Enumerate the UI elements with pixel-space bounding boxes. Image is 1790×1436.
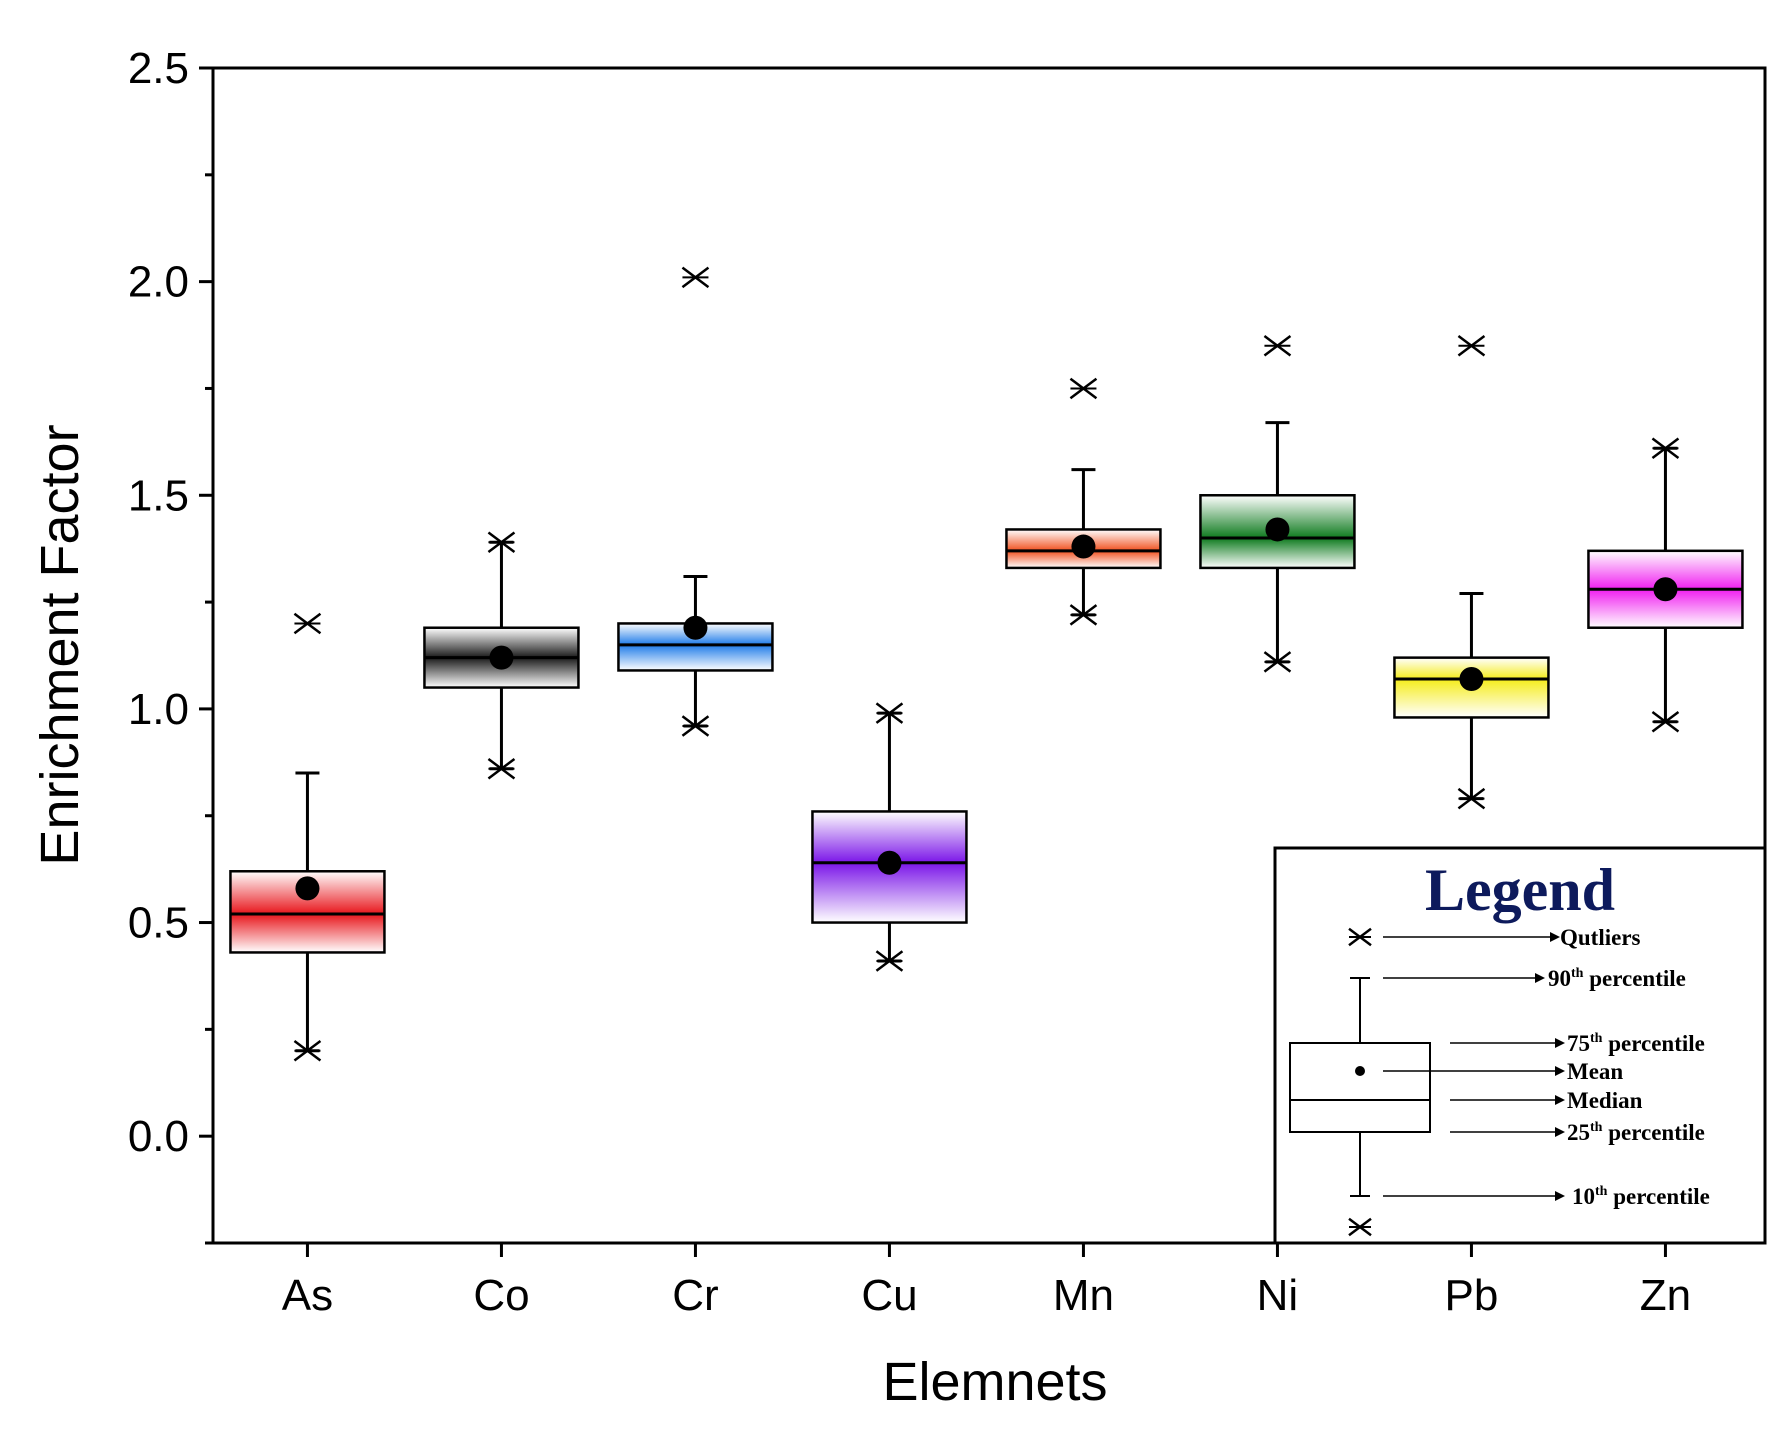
legend-arrow-head (1555, 1038, 1565, 1048)
max-marker (487, 531, 516, 554)
legend-box (1289, 1042, 1431, 1133)
x-axis: As Co Cr Cu Mn Ni Pb Zn (282, 1243, 1691, 1320)
min-marker (681, 715, 710, 737)
box-cr (617, 266, 774, 737)
x-tick-label: Pb (1445, 1271, 1499, 1320)
y-tick-label: 2.0 (128, 258, 189, 307)
y-axis: 0.0 0.5 1.0 1.5 2.0 2.5 (128, 44, 213, 1245)
x-tick-label: Ni (1257, 1271, 1299, 1320)
legend-label-p90: 90th percentile (1548, 966, 1686, 991)
box-zn (1587, 437, 1744, 733)
plot-frame (211, 66, 1767, 1245)
legend-arrow-head (1535, 973, 1545, 983)
box-series (229, 266, 1744, 1062)
x-tick-label: Co (473, 1271, 529, 1320)
y-axis-title: Enrichment Factor (30, 424, 90, 865)
legend-frame (1273, 846, 1767, 1245)
mean-marker (1653, 577, 1678, 602)
legend-label-p10: 10th percentile (1572, 1184, 1710, 1209)
min-marker (293, 1039, 322, 1062)
min-marker (1263, 651, 1292, 673)
legend-extreme-glyph (1348, 1217, 1372, 1237)
legend-mean-dot (1355, 1066, 1365, 1076)
mean-marker (489, 645, 514, 670)
max-marker (293, 612, 322, 635)
box-mn (1005, 377, 1162, 626)
mean-marker (683, 615, 708, 640)
legend-label-outliers: Qutliers (1560, 925, 1641, 950)
legend-title: Legend (1425, 857, 1615, 923)
x-tick-label: Cr (672, 1271, 718, 1320)
box-as (229, 612, 386, 1062)
legend-label-p75: 75th percentile (1567, 1031, 1705, 1056)
max-marker (681, 266, 710, 289)
min-marker (1651, 710, 1680, 733)
min-marker (875, 950, 904, 972)
min-marker (1457, 787, 1486, 810)
legend-label-mean: Mean (1567, 1059, 1623, 1084)
legend-arrow-head (1555, 1095, 1565, 1105)
legend-arrow-head (1550, 932, 1560, 942)
x-tick-label: Mn (1053, 1271, 1114, 1320)
legend-label-median: Median (1567, 1088, 1643, 1113)
y-tick-label: 1.0 (128, 685, 189, 734)
legend-label-p25: 25th percentile (1567, 1120, 1705, 1145)
max-marker (1651, 437, 1680, 460)
x-axis-title: Elemnets (882, 1352, 1107, 1412)
mean-marker (1459, 667, 1484, 691)
x-tick-label: Cu (861, 1271, 917, 1320)
legend: Legend Qutliers 90th percentile 75th perce… (1273, 846, 1767, 1245)
box-cu (811, 702, 968, 972)
y-tick-label: 2.5 (128, 44, 189, 93)
legend-outlier-glyph (1348, 927, 1372, 947)
mean-marker (1265, 517, 1290, 542)
max-marker (1263, 334, 1292, 357)
y-tick-label: 1.5 (128, 471, 189, 520)
x-tick-label: Zn (1640, 1271, 1691, 1320)
box-ni (1199, 334, 1356, 673)
max-marker (875, 702, 904, 724)
box-co (423, 531, 580, 780)
box-pb (1393, 334, 1550, 810)
y-tick-label: 0.5 (128, 899, 189, 948)
legend-arrow-head (1555, 1191, 1565, 1201)
min-marker (487, 757, 516, 780)
y-tick-label: 0.0 (128, 1112, 189, 1161)
legend-arrow-head (1555, 1066, 1565, 1076)
mean-marker (1071, 534, 1096, 559)
x-tick-label: As (282, 1271, 333, 1320)
mean-marker (295, 876, 320, 901)
max-marker (1069, 377, 1098, 400)
min-marker (1069, 604, 1098, 626)
max-marker (1457, 334, 1486, 357)
legend-arrow-head (1555, 1127, 1565, 1137)
mean-marker (877, 850, 902, 875)
plot-area (211, 66, 1767, 1245)
